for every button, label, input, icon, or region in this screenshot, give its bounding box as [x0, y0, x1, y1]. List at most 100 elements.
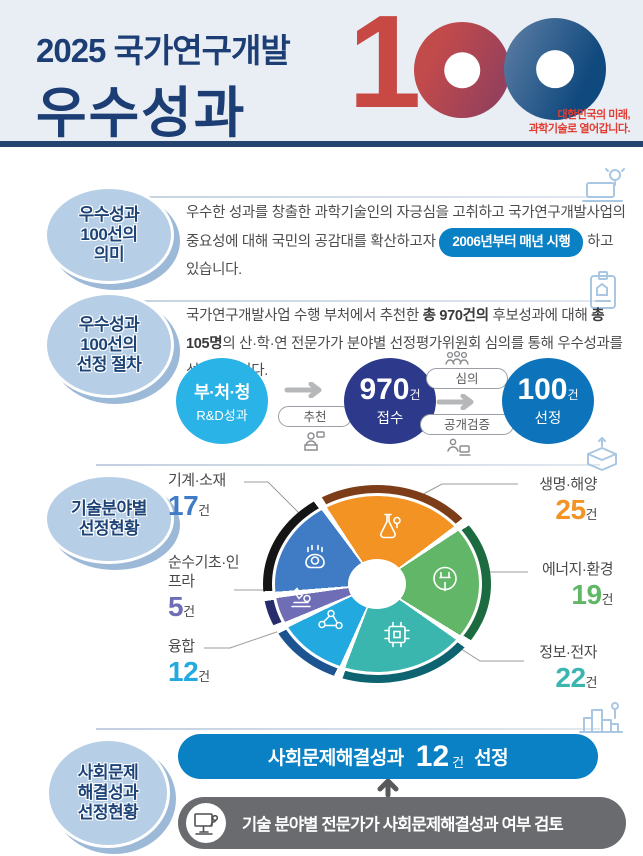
- badge-social-line2: 해결성과: [77, 782, 139, 802]
- logo-tagline: 대한민국의 미래, 과학기술로 열어갑니다.: [528, 108, 631, 137]
- badge-social: 사회문제 해결성과 선정현황: [46, 738, 170, 848]
- badge-fields-line1: 기술분야별: [71, 498, 147, 518]
- label-basic-infra: 순수기초·인프라 5건: [168, 554, 242, 621]
- social-result-number: 12: [415, 739, 450, 773]
- verify-people-icon: [446, 438, 472, 461]
- badge-meaning: 우수성과 100선의 의미: [44, 186, 174, 284]
- social-result-unit: 건: [452, 755, 465, 770]
- logo-digit-0-blue: [504, 18, 606, 120]
- value-life-ocean: 25: [555, 493, 586, 525]
- idea-laptop-icon: [580, 166, 626, 208]
- logo-digit-0-red: [414, 22, 510, 118]
- unit-info-electronics: 건: [585, 674, 598, 690]
- label-info-electronics: 정보·전자 22건: [539, 644, 597, 693]
- verify-pill: 공개검증: [420, 414, 514, 435]
- badge-process-line1: 우수성과: [78, 314, 140, 334]
- social-result-prefix: 사회문제해결성과: [267, 748, 404, 769]
- unit-basic-infra: 건: [183, 603, 195, 619]
- flow-step3-label: 선정: [534, 410, 562, 427]
- badge-process: 우수성과 100선의 선정 절차: [44, 292, 174, 398]
- label-life-ocean: 생명·해양 25건: [539, 476, 597, 525]
- fields-donut-chart: 기계·소재 17건 순수기초·인프라 5건 융합 12건 생명·해양 25건 에…: [16, 468, 627, 713]
- section-rule-social: [96, 728, 600, 730]
- label-machine-material: 기계·소재 17건: [168, 472, 226, 521]
- label-life-ocean-text: 생명·해양: [539, 476, 597, 493]
- label-convergence: 융합 12건: [168, 638, 210, 687]
- page-title: 2025 국가연구개발 우수성과: [36, 24, 291, 148]
- flow-step3-number: 100: [517, 372, 568, 406]
- since-2006-badge: 2006년부터 매년 시행: [439, 227, 584, 258]
- meaning-text-after: 하고 있습니다.: [186, 233, 614, 279]
- value-machine-material: 17: [168, 489, 199, 521]
- value-basic-infra: 5: [168, 590, 184, 622]
- unit-energy-environment: 건: [601, 591, 614, 607]
- flow-step3-circle: 100 건 선정: [502, 358, 594, 444]
- basic-infra-icon: [289, 585, 315, 614]
- flow-step2-number: 970: [359, 372, 410, 406]
- donut-hole: [348, 559, 406, 609]
- badge-meaning-line3: 의미: [93, 245, 125, 265]
- badge-fields-line2: 선정현황: [78, 519, 140, 538]
- up-arrow-icon: [374, 778, 402, 802]
- unit-machine-material: 건: [198, 502, 210, 518]
- flow-step2-unit: 건: [409, 387, 421, 402]
- badge-fields: 기술분야별 선정현황: [44, 474, 174, 564]
- process-bold-970: 총 970건의: [422, 308, 489, 324]
- badge-meaning-line1: 우수성과: [78, 204, 140, 224]
- machine-material-icon: [297, 541, 333, 582]
- unit-convergence: 건: [198, 668, 210, 684]
- flow-step1-sub: R&D성과: [196, 408, 248, 423]
- badge-process-line2: 100선의: [80, 334, 138, 354]
- recommend-person-icon: [302, 431, 326, 456]
- flow-step1-title: 부·처·청: [194, 383, 250, 402]
- social-note-pill: 기술 분야별 전문가가 사회문제해결성과 여부 검토: [178, 797, 626, 849]
- monitor-expert-icon: [186, 803, 226, 843]
- page-title-line1: 2025 국가연구개발: [36, 32, 291, 69]
- logo-digit-1: 1: [348, 0, 422, 135]
- value-info-electronics: 22: [555, 661, 586, 693]
- label-basic-infra-text: 순수기초·인프라: [168, 554, 240, 590]
- section-rule-process: [96, 300, 600, 302]
- city-buildings-icon: [578, 696, 624, 738]
- process-text-1: 국가연구개발사업 수행 부처에서 추천한: [186, 308, 423, 324]
- page-title-line2: 우수성과: [36, 82, 247, 144]
- social-result-pill: 사회문제해결성과 12 건 선정: [178, 734, 598, 779]
- process-bold-105: 총 105명: [186, 308, 605, 352]
- social-note-text: 기술 분야별 전문가가 사회문제해결성과 여부 검토: [242, 816, 564, 834]
- review-pill: 심의: [426, 368, 508, 389]
- badge-process-line3: 선정 절차: [76, 355, 142, 375]
- document-check-icon: [582, 270, 628, 312]
- flow-step3-unit: 건: [567, 387, 579, 402]
- info-electronics-icon: [380, 617, 414, 656]
- label-energy-environment-text: 에너지·환경: [542, 561, 614, 578]
- logo-100: 1 대한민국의 미래, 과학기술로 열어갑니다.: [348, 0, 632, 137]
- badge-social-line3: 선정현황: [77, 803, 139, 823]
- flow-arrow-1: [284, 381, 326, 403]
- flow-step1-circle: 부·처·청 R&D성과: [176, 358, 268, 444]
- meaning-paragraph: 우수한 성과를 창출한 과학기술인의 자긍심을 고취하고 국가연구개발사업의 중…: [186, 200, 632, 285]
- flow-step2-label: 접수: [376, 410, 404, 427]
- label-energy-environment: 에너지·환경 19건: [542, 561, 614, 610]
- life-ocean-icon: [372, 510, 406, 549]
- flow-arrow-2: [436, 393, 478, 415]
- meaning-text-before: 우수한 성과를 창출한 과학기술인의 자긍심을 고취하고 국가연구개발사업의 중…: [186, 205, 626, 250]
- label-info-electronics-text: 정보·전자: [539, 644, 597, 661]
- social-result-suffix: 선정: [474, 748, 509, 769]
- tagline-line2: 과학기술로 열어갑니다.: [528, 123, 631, 136]
- unit-life-ocean: 건: [585, 506, 598, 522]
- value-energy-environment: 19: [571, 578, 602, 610]
- recommend-pill: 추천: [278, 406, 352, 427]
- open-box-icon: [580, 434, 626, 476]
- label-machine-material-text: 기계·소재: [168, 472, 226, 489]
- donut: [263, 485, 491, 683]
- header-banner: 2025 국가연구개발 우수성과 1 대한민국의 미래, 과학기술로 열어갑니다…: [0, 0, 643, 144]
- badge-social-line1: 사회문제: [77, 762, 139, 782]
- committee-people-icon: [444, 350, 470, 371]
- label-convergence-text: 융합: [168, 638, 195, 655]
- process-text-2: 후보성과에 대해: [488, 308, 592, 324]
- section-rule-fields: [96, 464, 600, 466]
- selection-flow: 부·처·청 R&D성과 추천 970 건 접수: [150, 350, 640, 456]
- energy-environment-icon: [427, 563, 463, 604]
- value-convergence: 12: [168, 655, 199, 687]
